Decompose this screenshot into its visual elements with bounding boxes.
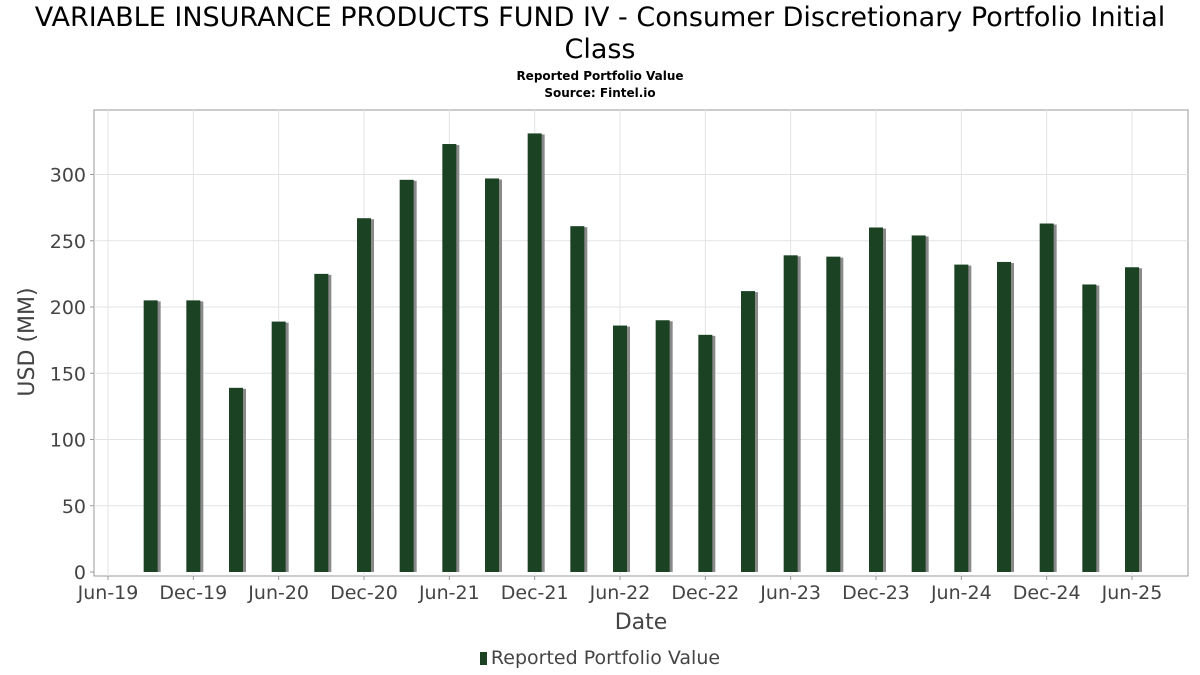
chart-legend: Reported Portfolio Value bbox=[0, 647, 1200, 669]
bar bbox=[1125, 267, 1139, 572]
bar bbox=[613, 325, 627, 572]
y-tick-label: 200 bbox=[50, 297, 86, 319]
y-tick-label: 100 bbox=[50, 430, 86, 452]
x-tick-label: Dec-22 bbox=[671, 582, 739, 604]
bar bbox=[783, 255, 798, 572]
bar bbox=[1039, 223, 1054, 572]
bar bbox=[655, 320, 670, 572]
bar bbox=[399, 179, 414, 573]
bar bbox=[186, 300, 201, 572]
bar bbox=[229, 387, 243, 572]
bar bbox=[357, 218, 371, 572]
bar bbox=[741, 291, 755, 572]
x-tick-label: Dec-23 bbox=[842, 582, 910, 604]
bar bbox=[826, 256, 841, 572]
bar bbox=[442, 144, 457, 572]
x-tick-label: Jun-24 bbox=[930, 582, 992, 604]
bar bbox=[527, 133, 542, 573]
chart-subtitle: Reported Portfolio Value bbox=[516, 69, 684, 83]
x-tick-label: Jun-25 bbox=[1101, 582, 1163, 604]
y-tick-label: 50 bbox=[62, 496, 86, 518]
x-axis-label: Date bbox=[615, 610, 668, 635]
y-tick-label: 0 bbox=[74, 562, 86, 584]
bar bbox=[143, 300, 158, 572]
x-tick-label: Jun-23 bbox=[759, 582, 821, 604]
x-tick-label: Jun-22 bbox=[589, 582, 651, 604]
chart-source: Source: Fintel.io bbox=[544, 86, 656, 100]
legend-swatch bbox=[479, 652, 487, 665]
bar bbox=[911, 235, 926, 572]
x-tick-label: Dec-21 bbox=[501, 582, 569, 604]
bar bbox=[485, 178, 499, 572]
legend-label: Reported Portfolio Value bbox=[490, 647, 721, 669]
bar bbox=[570, 226, 585, 573]
bar bbox=[1082, 284, 1097, 572]
x-tick-label: Jun-20 bbox=[247, 582, 309, 604]
x-tick-label: Jun-21 bbox=[418, 582, 480, 604]
bar bbox=[954, 264, 969, 572]
bar bbox=[314, 273, 329, 572]
chart-title: VARIABLE INSURANCE PRODUCTS FUND IV - Co… bbox=[34, 2, 1166, 65]
y-axis-label: USD (MM) bbox=[15, 287, 40, 396]
bar bbox=[698, 334, 713, 572]
x-tick-label: Dec-19 bbox=[159, 582, 227, 604]
x-tick-label: Dec-24 bbox=[1013, 582, 1081, 604]
bar bbox=[997, 261, 1011, 572]
y-tick-label: 150 bbox=[50, 363, 86, 385]
y-tick-label: 250 bbox=[50, 231, 86, 253]
bar bbox=[869, 227, 883, 572]
bar bbox=[271, 321, 286, 572]
x-tick-label: Jun-19 bbox=[77, 582, 139, 604]
y-tick-label: 300 bbox=[50, 165, 86, 187]
x-tick-label: Dec-20 bbox=[330, 582, 398, 604]
